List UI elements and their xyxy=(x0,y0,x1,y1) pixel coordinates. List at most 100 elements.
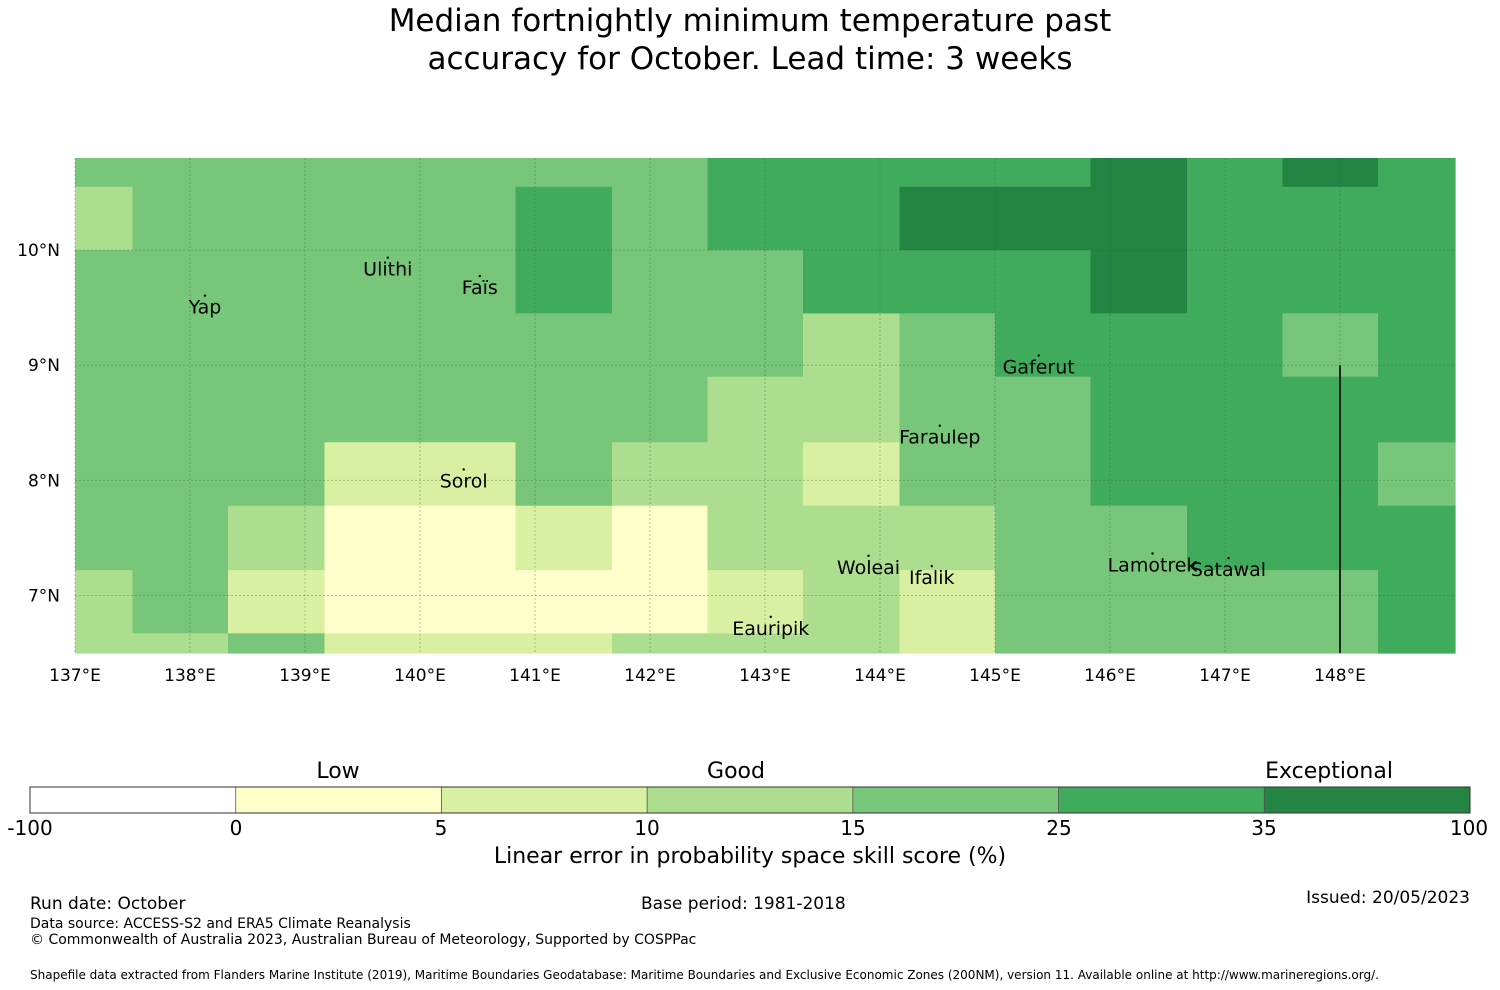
colorbar-segment xyxy=(647,787,854,813)
skill-cell xyxy=(515,250,613,314)
skill-cell xyxy=(1378,313,1456,378)
skill-cell xyxy=(1090,158,1188,188)
island-marker xyxy=(1037,354,1040,357)
lon-tick-label: 142°E xyxy=(624,666,676,686)
island-labels: Yap Ulithi Faïs Gaferut Faraulep Sorol Woleai I… xyxy=(188,256,1266,640)
skill-cell xyxy=(324,505,516,571)
colorbar-segment xyxy=(30,787,237,813)
lat-tick-label: 7°N xyxy=(28,586,60,606)
skill-cell xyxy=(75,186,134,251)
skill-cell xyxy=(803,250,1092,314)
lon-tick-label: 140°E xyxy=(394,666,446,686)
colorbar-frame xyxy=(29,786,1471,814)
skill-cell xyxy=(515,442,613,507)
island-marker xyxy=(1227,556,1230,560)
issued-date: Issued: 20/05/2023 xyxy=(1306,888,1470,908)
lon-tick-label: 147°E xyxy=(1199,666,1251,686)
skill-grid-cells xyxy=(75,158,1456,654)
skill-cell xyxy=(1378,633,1456,654)
skill-cell xyxy=(707,570,804,634)
skill-cell xyxy=(995,313,1284,378)
colorbar-tick: 15 xyxy=(840,816,866,840)
lon-tick-label: 137°E xyxy=(49,666,101,686)
shapefile-credit: Shapefile data extracted from Flanders M… xyxy=(30,968,1379,982)
skill-cell xyxy=(515,186,613,251)
skill-cell xyxy=(803,570,901,634)
colorbar-segment xyxy=(441,787,648,813)
colorbar-tick: 100 xyxy=(1449,816,1489,840)
island-label: Yap xyxy=(188,297,222,319)
skill-cell xyxy=(1090,376,1456,443)
skill-cell xyxy=(899,633,996,654)
lon-tick-label: 139°E xyxy=(279,666,331,686)
island-marker xyxy=(1151,552,1154,555)
island-label: Faraulep xyxy=(899,427,980,449)
skill-cell xyxy=(75,250,517,314)
skill-cell xyxy=(75,505,229,571)
skill-cell xyxy=(1282,158,1379,188)
colorbar-tick: 10 xyxy=(634,816,660,840)
skill-cell xyxy=(612,250,804,314)
skill-cell xyxy=(228,570,326,634)
skill-cell xyxy=(75,442,326,507)
colorbar xyxy=(29,786,1471,814)
island-label: Lamotrek xyxy=(1108,555,1198,577)
colorbar-segment xyxy=(1264,787,1471,813)
category-low: Low xyxy=(316,759,360,784)
skill-cell xyxy=(707,158,1092,188)
skill-cell xyxy=(1378,442,1456,507)
lon-tick-label: 138°E xyxy=(164,666,216,686)
skill-cell xyxy=(1378,570,1456,634)
island-label: Woleai xyxy=(837,557,900,579)
skill-cell xyxy=(995,505,1188,571)
colorbar-tick: 35 xyxy=(1251,816,1277,840)
colorbar-segment xyxy=(852,787,1060,813)
skill-cell xyxy=(899,442,1091,507)
lat-tick-label: 8°N xyxy=(28,471,60,491)
title-line-2: accuracy for October. Lead time: 3 weeks xyxy=(427,41,1073,77)
skill-cell xyxy=(1187,250,1456,314)
colorbar-tick: 0 xyxy=(229,816,243,840)
skill-cell xyxy=(75,633,134,654)
skill-cell xyxy=(132,186,517,251)
island-label: Sorol xyxy=(440,470,488,492)
base-period: Base period: 1981-2018 xyxy=(641,894,846,914)
skill-cell xyxy=(75,376,709,443)
skill-cell xyxy=(612,633,804,654)
island-marker xyxy=(930,564,933,568)
island-label: Ulithi xyxy=(363,259,412,281)
island-marker xyxy=(769,615,772,619)
skill-cell xyxy=(324,633,613,654)
skill-cell xyxy=(515,505,613,571)
island-marker xyxy=(203,294,207,297)
island-label: Ifalik xyxy=(909,567,955,589)
skill-cell xyxy=(132,570,229,634)
skill-cell xyxy=(612,442,804,507)
skill-cell xyxy=(707,505,996,571)
lon-tick-label: 148°E xyxy=(1314,666,1366,686)
category-good: Good xyxy=(707,759,765,784)
skill-cell xyxy=(899,376,1091,443)
lon-tick-label: 141°E xyxy=(509,666,561,686)
colorbar-tick: 5 xyxy=(434,816,448,840)
skill-cell xyxy=(707,186,901,251)
skill-cell xyxy=(75,313,804,378)
category-exceptional: Exceptional xyxy=(1265,759,1393,784)
skill-cell xyxy=(75,570,134,634)
skill-cell xyxy=(707,376,901,443)
skill-cell xyxy=(228,633,326,654)
island-marker xyxy=(938,424,941,427)
skill-cell xyxy=(612,186,709,251)
island-marker xyxy=(386,256,389,259)
island-marker xyxy=(478,274,481,278)
skill-cell xyxy=(132,633,229,654)
skill-cell xyxy=(1187,186,1456,251)
skill-cell xyxy=(1378,158,1456,188)
lat-tick-label: 9°N xyxy=(28,356,60,376)
island-label: Faïs xyxy=(462,277,498,299)
skill-cell xyxy=(995,570,1379,634)
skill-cell xyxy=(1282,313,1379,378)
skill-cell xyxy=(612,505,709,571)
island-marker xyxy=(867,554,870,558)
